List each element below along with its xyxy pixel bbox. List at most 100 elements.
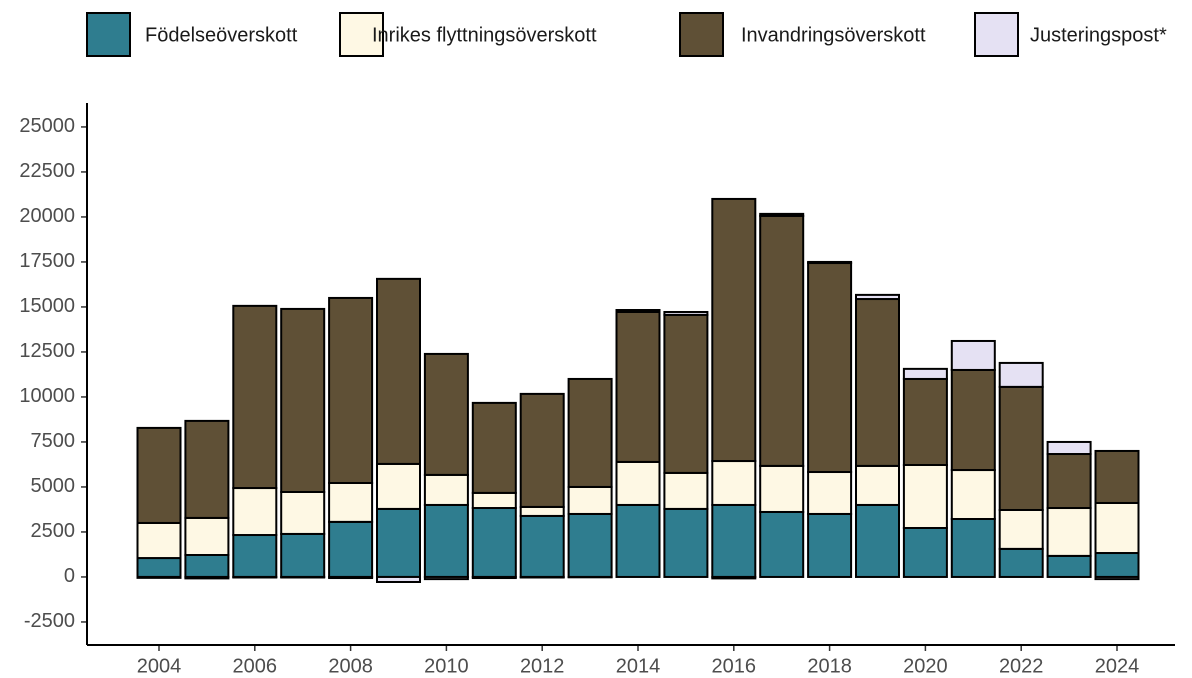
y-tick-label: 20000 (19, 205, 75, 227)
y-tick-label: 5000 (31, 475, 76, 497)
y-tick-label: -2500 (24, 610, 75, 632)
bar-segment (711, 460, 757, 506)
legend-swatch (86, 12, 131, 57)
bar-segment (1046, 554, 1092, 578)
bar-segment (902, 377, 948, 466)
x-tick-label: 2008 (328, 655, 373, 677)
bar-segment (280, 490, 326, 535)
bar-segment (759, 214, 805, 467)
bar-segment (232, 534, 278, 578)
bar-segment (328, 481, 374, 523)
bar-segment (232, 304, 278, 490)
bar-segment (136, 557, 182, 578)
bar-segment (663, 471, 709, 510)
legend-label: Justeringspost* (1030, 24, 1167, 46)
bar-segment (855, 298, 900, 467)
bar-segment (184, 516, 230, 556)
y-tick-label: 0 (64, 565, 75, 587)
bar-segment (184, 419, 230, 519)
bar-segment (807, 262, 853, 474)
bar-segment (711, 575, 757, 580)
x-tick-label: 2016 (712, 655, 757, 677)
bar-segment (136, 521, 182, 560)
bar-segment (423, 473, 469, 506)
bar-segment (807, 260, 853, 265)
y-tick-label: 2500 (31, 520, 76, 542)
bar-segment (807, 471, 853, 515)
x-tick-label: 2018 (807, 655, 852, 677)
bar-segment (1094, 501, 1140, 555)
bar-segment (615, 309, 661, 313)
bar-segment (328, 575, 374, 580)
y-tick-label: 12500 (19, 340, 75, 362)
bar-segment (1046, 507, 1092, 557)
bar-segment (184, 575, 230, 580)
x-tick-label: 2022 (999, 655, 1044, 677)
bar-segment (998, 361, 1044, 388)
bar-segment (663, 310, 709, 316)
bar-segment (567, 485, 613, 515)
y-tick-label: 25000 (19, 115, 75, 137)
bar-segment (376, 462, 421, 510)
bar-segment (950, 368, 996, 472)
bar-segment (615, 503, 661, 578)
bar-segment (998, 508, 1044, 550)
bar-segment (950, 469, 996, 520)
x-tick-label: 2010 (424, 655, 469, 677)
y-tick-label: 22500 (19, 160, 75, 182)
bar-segment (998, 547, 1044, 578)
bar-segment (855, 293, 900, 301)
bar-segment (711, 503, 757, 578)
x-tick-label: 2012 (520, 655, 565, 677)
bar-segment (471, 575, 517, 580)
bar-segment (902, 463, 948, 529)
bar-segment (711, 197, 757, 463)
bar-segment (280, 532, 326, 578)
bar-segment (519, 505, 565, 517)
bar-segment (184, 553, 230, 578)
bar-segment (376, 575, 421, 583)
bar-segment (519, 575, 565, 579)
bar-segment (759, 510, 805, 578)
x-tick-label: 2024 (1095, 655, 1140, 677)
bar-segment (471, 507, 517, 578)
bar-segment (998, 385, 1044, 511)
bar-segment (663, 313, 709, 474)
legend-swatch (974, 12, 1019, 57)
bar-segment (328, 296, 374, 484)
bar-segment (471, 491, 517, 510)
bar-segment (232, 487, 278, 537)
y-tick-label: 10000 (19, 385, 75, 407)
x-tick-label: 2020 (903, 655, 948, 677)
bar-segment (567, 512, 613, 578)
bar-segment (136, 575, 182, 579)
bar-segment (280, 307, 326, 493)
bar-segment (1046, 453, 1092, 510)
bar-segment (376, 507, 421, 578)
bar-segment (280, 575, 326, 579)
bar-segment (807, 512, 853, 578)
bar-segment (567, 377, 613, 488)
bar-segment (1094, 449, 1140, 504)
bar-segment (855, 464, 900, 506)
bar-segment (423, 352, 469, 476)
bar-segment (232, 575, 278, 579)
bar-segment (423, 575, 469, 581)
bar-segment (328, 520, 374, 578)
bar-segment (902, 367, 948, 380)
bar-segment (950, 517, 996, 578)
legend: Födelseöverskott Inrikes flyttningsöversk… (86, 12, 1167, 57)
bar-segment (615, 310, 661, 463)
x-tick-label: 2006 (233, 655, 278, 677)
x-tick-label: 2004 (137, 655, 182, 677)
bar-segment (471, 401, 517, 494)
legend-label: Invandringsöverskott (741, 24, 926, 46)
y-tick-label: 17500 (19, 250, 75, 272)
bar-segment (950, 339, 996, 371)
bar-segment (136, 426, 182, 524)
bar-segment (663, 507, 709, 578)
bar-segment (423, 503, 469, 578)
bar-segment (1094, 552, 1140, 578)
bar-segment (1046, 440, 1092, 456)
